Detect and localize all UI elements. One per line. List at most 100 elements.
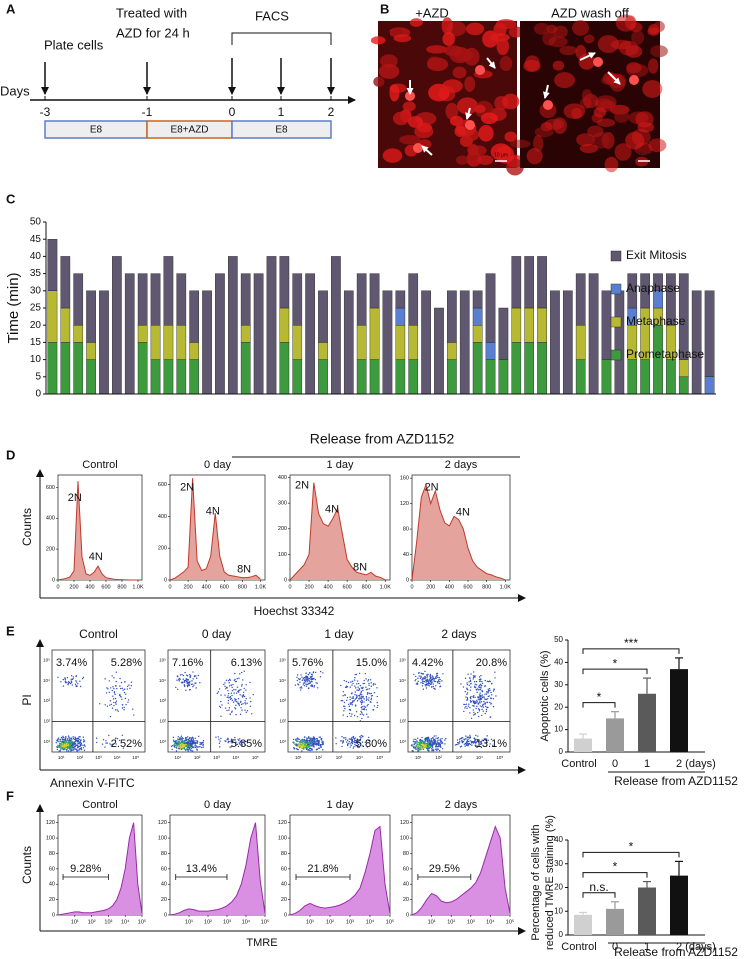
event-dot [305, 746, 307, 748]
event-dot [492, 744, 494, 747]
pointer-arrow [542, 84, 550, 99]
event-dot [311, 749, 314, 751]
y-tick-label: 0 [35, 389, 41, 400]
event-dot [487, 698, 489, 700]
event-dot [67, 735, 70, 737]
event-dot [481, 680, 483, 683]
event-dot [478, 696, 480, 699]
bar-segment [47, 238, 58, 291]
event-dot [487, 688, 489, 690]
event-dot [475, 688, 478, 691]
event-dot [342, 695, 344, 697]
cell-nucleus [382, 148, 403, 163]
y-tick-label: 10³ [279, 698, 286, 703]
event-dot [178, 677, 181, 680]
x-tick-label: 400 [445, 584, 454, 590]
event-dot [234, 680, 237, 683]
event-dot [65, 737, 67, 739]
event-dot [172, 736, 175, 739]
event-dot [477, 735, 479, 737]
event-dot [419, 741, 421, 744]
bright-spot [465, 120, 475, 130]
event-dot [68, 739, 71, 742]
event-dot [64, 681, 67, 684]
event-dot [370, 685, 373, 688]
event-dot [129, 687, 131, 690]
event-dot [187, 746, 189, 748]
event-dot [241, 695, 243, 697]
event-dot [358, 695, 361, 697]
quadrant-percent: 5.80% [356, 738, 387, 750]
event-dot [494, 671, 496, 673]
event-dot [175, 686, 177, 689]
event-dot [173, 740, 175, 743]
event-dot [414, 746, 417, 748]
event-dot [188, 745, 191, 748]
event-dot [322, 749, 324, 751]
event-dot [315, 740, 317, 742]
event-dot [415, 678, 417, 681]
event-dot [469, 736, 471, 738]
x-tick-label: 10¹ [58, 755, 65, 760]
event-dot [227, 695, 229, 697]
event-dot [360, 693, 362, 696]
event-dot [311, 684, 314, 686]
event-dot [485, 698, 488, 700]
event-dot [96, 741, 98, 744]
event-dot [436, 748, 439, 750]
significance-label: *** [624, 636, 638, 650]
event-dot [217, 736, 219, 738]
event-dot [175, 746, 178, 748]
event-dot [304, 679, 306, 682]
bar-segment [601, 359, 612, 395]
event-dot [66, 750, 68, 752]
x-axis-label: Hoechst 33342 [254, 604, 335, 618]
significance-label: * [629, 840, 634, 854]
event-dot [70, 678, 72, 681]
event-dot [364, 706, 367, 708]
x-axis-label: Release from AZD1152 [614, 945, 738, 959]
significance-bracket [582, 668, 648, 675]
event-dot [64, 680, 67, 683]
x-tick-label: 10⁴ [356, 755, 363, 760]
event-dot [190, 740, 193, 742]
event-dot [354, 741, 356, 744]
peak-label: 4N [206, 506, 220, 518]
event-dot [370, 697, 373, 700]
event-dot [310, 741, 313, 744]
event-dot [68, 681, 71, 684]
event-dot [62, 743, 64, 745]
event-dot [73, 738, 76, 741]
event-dot [309, 749, 311, 752]
event-dot [417, 677, 419, 680]
event-dot [311, 678, 313, 680]
event-dot [346, 696, 349, 699]
event-dot [439, 742, 441, 744]
x-tick-label: 0 [612, 941, 618, 953]
event-dot [424, 670, 426, 673]
media-label: E8 [90, 125, 103, 136]
event-dot [123, 706, 125, 709]
event-dot [71, 739, 73, 741]
event-dot [376, 695, 379, 698]
event-dot [362, 695, 364, 698]
y-axis-label: Apoptotic cells (%) [539, 650, 551, 741]
y-axis-label: Counts [20, 508, 34, 546]
event-dot [467, 673, 469, 675]
event-dot [417, 748, 419, 751]
event-dot [251, 713, 253, 715]
event-dot [462, 740, 465, 743]
event-dot [59, 750, 62, 752]
cell-nucleus [610, 39, 632, 50]
x-tick-label: 400 [202, 584, 211, 590]
event-dot [59, 738, 61, 741]
event-dot [177, 742, 179, 744]
event-dot [104, 678, 106, 680]
event-dot [428, 681, 430, 684]
event-dot [73, 748, 76, 750]
quadrant-percent: 5.28% [111, 657, 142, 669]
event-dot [310, 749, 313, 751]
event-dot [186, 675, 189, 677]
event-dot [231, 710, 233, 712]
event-dot [193, 741, 195, 743]
